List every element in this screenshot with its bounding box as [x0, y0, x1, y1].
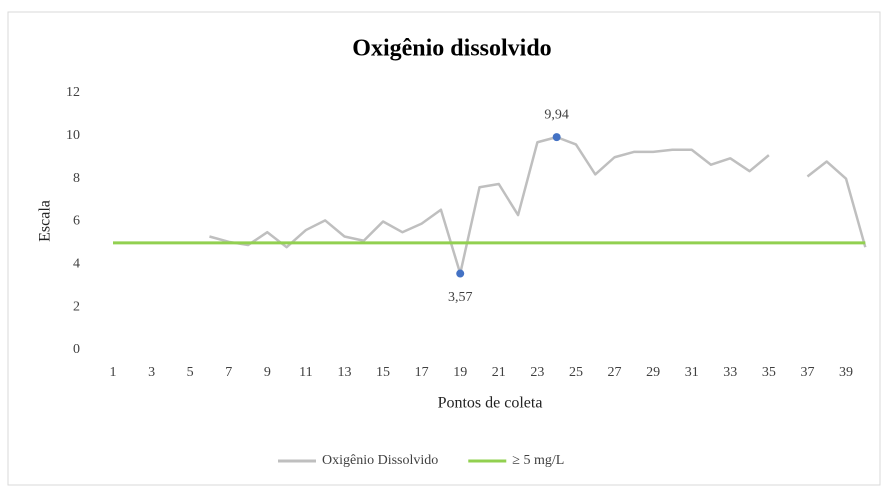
- x-tick-label: 21: [492, 365, 506, 380]
- y-tick-label: 12: [66, 85, 80, 100]
- chart-frame: [7, 11, 881, 486]
- chart-title: Oxigênio dissolvido: [352, 36, 551, 62]
- x-tick-label: 17: [415, 365, 429, 380]
- x-tick-label: 9: [264, 365, 271, 380]
- x-tick-label: 23: [530, 365, 544, 380]
- x-tick-label: 11: [299, 365, 312, 380]
- y-tick-label: 4: [73, 257, 80, 272]
- x-tick-label: 13: [337, 365, 351, 380]
- legend-label: Oxigênio Dissolvido: [322, 453, 438, 468]
- y-tick-label: 8: [73, 171, 80, 186]
- data-label: 3,57: [448, 290, 473, 305]
- y-axis-title: Escala: [37, 200, 54, 242]
- y-tick-label: 2: [73, 299, 80, 314]
- data-point: [456, 269, 465, 278]
- x-tick-label: 25: [569, 365, 583, 380]
- x-tick-label: 39: [839, 365, 853, 380]
- data-point: [552, 133, 561, 142]
- series-line: [209, 135, 867, 275]
- legend-label: ≥ 5 mg/L: [512, 453, 564, 468]
- x-tick-label: 1: [110, 365, 117, 380]
- x-tick-label: 3: [148, 365, 155, 380]
- data-label: 9,94: [544, 107, 569, 122]
- y-tick-label: 10: [66, 128, 80, 143]
- y-tick-label: 6: [73, 214, 80, 229]
- x-tick-label: 27: [608, 365, 622, 380]
- x-axis-title: Pontos de coleta: [438, 395, 543, 412]
- x-tick-label: 29: [646, 365, 660, 380]
- x-tick-label: 37: [800, 365, 814, 380]
- x-tick-label: 31: [685, 365, 699, 380]
- x-tick-label: 33: [723, 365, 737, 380]
- x-tick-label: 15: [376, 365, 390, 380]
- x-tick-label: 7: [225, 365, 232, 380]
- x-tick-label: 35: [762, 365, 776, 380]
- x-tick-label: 5: [187, 365, 194, 380]
- y-tick-label: 0: [73, 342, 80, 357]
- x-tick-label: 19: [453, 365, 467, 380]
